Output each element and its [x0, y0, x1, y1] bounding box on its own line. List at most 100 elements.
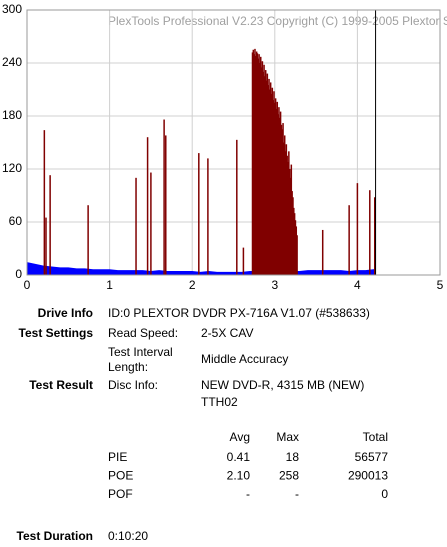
poe-spike [282, 123, 284, 275]
poe-spike [356, 183, 359, 275]
x-tick-label: 3 [271, 278, 278, 292]
poe-spike [267, 85, 269, 275]
poe-spike [295, 226, 298, 275]
table-cell: 18 [286, 450, 300, 464]
table-cell: 56577 [355, 450, 389, 464]
label: Drive Info [38, 306, 93, 320]
poe-spike [135, 177, 137, 275]
label: Test Result [29, 378, 93, 392]
poe-spike [150, 172, 152, 275]
table-cell: 290013 [348, 469, 388, 483]
poe-spike [290, 164, 293, 275]
table-cell: 0.41 [227, 450, 251, 464]
poe-spike [207, 158, 209, 275]
poe-spike [284, 151, 287, 275]
table-header: Avg [230, 430, 250, 444]
poe-spike [274, 102, 276, 275]
x-tick-label: 1 [106, 278, 113, 292]
poe-spike [288, 151, 290, 275]
poe-spike [163, 119, 165, 276]
row-label: POE [108, 469, 133, 483]
poe-spike [286, 155, 288, 275]
y-tick-label: 240 [2, 55, 22, 69]
poe-spike [146, 137, 149, 275]
poe-spike [253, 54, 255, 275]
poe-spike [293, 213, 296, 275]
table-cell: 2.10 [227, 469, 251, 483]
poe-spike [276, 101, 279, 275]
poe-spike [252, 49, 255, 275]
value: 0:10:20 [108, 529, 148, 543]
poe-spike [257, 58, 260, 276]
poe-spike [277, 114, 279, 275]
poe-spike [256, 53, 259, 276]
poe-spike [45, 217, 47, 275]
poe-spike [279, 111, 282, 275]
poe-spike [271, 87, 274, 275]
label: Test Interval [108, 345, 173, 359]
poe-spike [285, 144, 288, 275]
poe-spike [279, 117, 281, 276]
poe-spike [280, 124, 283, 275]
poe-spike [291, 191, 293, 275]
poe-spike [369, 190, 371, 275]
poe-spike [260, 56, 262, 275]
label: Test Duration [17, 529, 93, 543]
poe-spike [281, 129, 283, 275]
poe-spike [268, 78, 270, 276]
poe-spike [266, 73, 269, 275]
poe-spike [274, 98, 277, 275]
poe-spike [269, 89, 271, 275]
poe-spike [348, 205, 350, 275]
poe-spike [258, 54, 260, 275]
row-label: PIE [108, 450, 127, 464]
x-tick-label: 5 [437, 278, 444, 292]
y-tick-label: 180 [2, 108, 22, 122]
x-tick-label: 4 [354, 278, 361, 292]
y-tick-label: 60 [9, 214, 23, 228]
poe-spike [87, 205, 89, 275]
poe-spike [278, 107, 280, 276]
poe-spike [260, 67, 263, 276]
watermark: PlexTools Professional V2.23 Copyright (… [108, 14, 447, 28]
table-cell: - [246, 487, 250, 501]
label: Disc Info: [108, 378, 158, 392]
value: 2-5X CAV [201, 326, 253, 340]
poe-spike [283, 142, 285, 275]
value: NEW DVD-R, 4315 MB (NEW) [201, 378, 364, 392]
y-tick-label: 120 [2, 161, 22, 175]
poe-spike [242, 247, 245, 275]
poe-spike [264, 76, 266, 275]
poe-spike [270, 93, 273, 276]
poe-spike [165, 135, 167, 275]
poe-spike [293, 207, 295, 275]
row-label: POF [108, 487, 133, 501]
table-header: Max [276, 430, 299, 444]
poe-spike [255, 55, 257, 275]
poe-spike [265, 80, 268, 276]
table-cell: - [295, 487, 299, 501]
poe-spike [373, 197, 376, 275]
poe-spike [294, 220, 297, 275]
value: ID:0 PLEXTOR DVDR PX-716A V1.07 (#538633… [108, 306, 370, 320]
plot-area [26, 9, 441, 276]
poe-spike [273, 91, 275, 276]
poe-spike [43, 130, 46, 275]
poe-spike [251, 52, 254, 276]
poe-spike [275, 108, 278, 275]
poe-spike [272, 100, 274, 275]
poe-spike [287, 161, 289, 275]
label: Length: [108, 360, 148, 374]
poe-spike [263, 64, 265, 276]
poe-spike [289, 177, 292, 275]
poe-spike [261, 61, 264, 275]
label: Test Settings [19, 326, 94, 340]
table-cell: 258 [279, 469, 299, 483]
table-header: Total [363, 430, 388, 444]
info-panel: Drive Info ID:0 PLEXTOR DVDR PX-716A V1.… [17, 306, 370, 543]
x-tick-label: 0 [24, 278, 31, 292]
poe-spike [255, 51, 258, 276]
table-cell: 0 [381, 487, 388, 501]
x-tick-label: 2 [189, 278, 196, 292]
